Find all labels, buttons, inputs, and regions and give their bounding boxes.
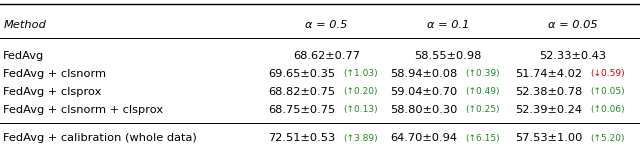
Text: (↑1.03): (↑1.03) bbox=[344, 69, 378, 78]
Text: α = 0.05: α = 0.05 bbox=[548, 20, 598, 30]
Text: FedAvg + clsprox: FedAvg + clsprox bbox=[3, 87, 102, 97]
Text: α = 0.5: α = 0.5 bbox=[305, 20, 348, 30]
Text: α = 0.1: α = 0.1 bbox=[427, 20, 469, 30]
Text: (↑0.39): (↑0.39) bbox=[465, 69, 500, 78]
Text: (↑0.25): (↑0.25) bbox=[465, 105, 500, 114]
Text: (↑0.49): (↑0.49) bbox=[465, 87, 500, 96]
Text: FedAvg + calibration (whole data): FedAvg + calibration (whole data) bbox=[3, 133, 197, 143]
Text: FedAvg + clsnorm: FedAvg + clsnorm bbox=[3, 69, 106, 79]
Text: (↑0.13): (↑0.13) bbox=[344, 105, 378, 114]
Text: 68.62±0.77: 68.62±0.77 bbox=[293, 51, 360, 61]
Text: 52.38±0.78: 52.38±0.78 bbox=[515, 87, 582, 97]
Text: 64.70±0.94: 64.70±0.94 bbox=[390, 133, 457, 143]
Text: 52.39±0.24: 52.39±0.24 bbox=[515, 104, 582, 115]
Text: 68.75±0.75: 68.75±0.75 bbox=[268, 104, 336, 115]
Text: 57.53±1.00: 57.53±1.00 bbox=[515, 133, 582, 143]
Text: 52.33±0.43: 52.33±0.43 bbox=[540, 51, 606, 61]
Text: 58.80±0.30: 58.80±0.30 bbox=[390, 104, 458, 115]
Text: (↑0.20): (↑0.20) bbox=[344, 87, 378, 96]
Text: (↑0.05): (↑0.05) bbox=[590, 87, 625, 96]
Text: FedAvg + clsnorm + clsprox: FedAvg + clsnorm + clsprox bbox=[3, 104, 163, 115]
Text: 58.55±0.98: 58.55±0.98 bbox=[414, 51, 482, 61]
Text: 68.82±0.75: 68.82±0.75 bbox=[269, 87, 335, 97]
Text: (↓0.59): (↓0.59) bbox=[590, 69, 625, 78]
Text: 58.94±0.08: 58.94±0.08 bbox=[390, 69, 458, 79]
Text: 51.74±4.02: 51.74±4.02 bbox=[515, 69, 582, 79]
Text: (↑0.06): (↑0.06) bbox=[590, 105, 625, 114]
Text: 72.51±0.53: 72.51±0.53 bbox=[268, 133, 336, 143]
Text: 69.65±0.35: 69.65±0.35 bbox=[269, 69, 335, 79]
Text: FedAvg: FedAvg bbox=[3, 51, 44, 61]
Text: 59.04±0.70: 59.04±0.70 bbox=[390, 87, 458, 97]
Text: (↑6.15): (↑6.15) bbox=[465, 134, 500, 143]
Text: (↑3.89): (↑3.89) bbox=[344, 134, 378, 143]
Text: (↑5.20): (↑5.20) bbox=[590, 134, 625, 143]
Text: Method: Method bbox=[3, 20, 46, 30]
